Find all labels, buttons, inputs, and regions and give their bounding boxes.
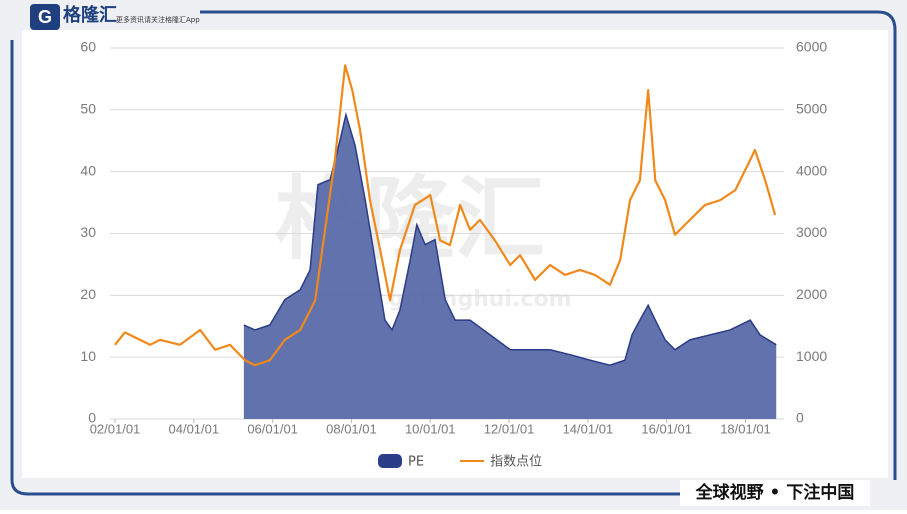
frame-bottom [10, 40, 680, 496]
y-tick-label: 10 [80, 348, 96, 364]
x-tick-label: 04/01/01 [169, 421, 220, 436]
x-tick-label: 12/01/01 [484, 421, 535, 436]
footer-box [680, 480, 870, 506]
y-tick-label: 50 [80, 101, 96, 117]
y-tick-label: 60 [80, 39, 96, 55]
area-fill [243, 114, 777, 419]
x-tick-label: 18/01/01 [720, 421, 771, 436]
logo-text: 格隆汇 [63, 4, 117, 26]
y2-tick-label: 0 [796, 410, 804, 426]
logo-icon [30, 4, 60, 30]
x-tick-label: 10/01/01 [405, 421, 456, 436]
x-tick-label: 08/01/01 [326, 421, 377, 436]
index-line [114, 64, 777, 367]
y-tick-label: 20 [80, 286, 96, 302]
y2-tick-label: 1000 [796, 348, 827, 364]
y-tick-label: 30 [80, 224, 96, 240]
legend-swatch [378, 454, 402, 468]
logo-letter: G [38, 7, 52, 27]
footer-slogan: 全球视野 • 下注中国 [695, 482, 855, 503]
y2-tick-label: 4000 [796, 162, 827, 178]
y-tick-label: 0 [88, 410, 96, 426]
area-line [243, 111, 777, 366]
x-tick-label: 02/01/01 [90, 421, 141, 436]
x-tick-label: 16/01/01 [641, 421, 692, 436]
plot: 0 10 20 30 40 50 60 0 1000 2000 3000 4000 5000 6000 02… [80, 39, 827, 437]
y2-tick-label: 5000 [796, 101, 827, 117]
tagline: 更多资讯请关注格隆汇App [116, 15, 200, 24]
legend-label: PE [408, 455, 424, 470]
y-tick-label: 40 [80, 162, 96, 178]
x-tick-label: 14/01/01 [563, 421, 614, 436]
legend: PE 指数点位 [378, 454, 542, 470]
frame-top [200, 10, 897, 480]
y2-tick-label: 6000 [796, 39, 827, 55]
legend-label: 指数点位 [490, 455, 542, 470]
x-tick-label: 06/01/01 [247, 421, 298, 436]
y2-tick-label: 2000 [796, 286, 827, 302]
y2-tick-label: 3000 [796, 224, 827, 240]
